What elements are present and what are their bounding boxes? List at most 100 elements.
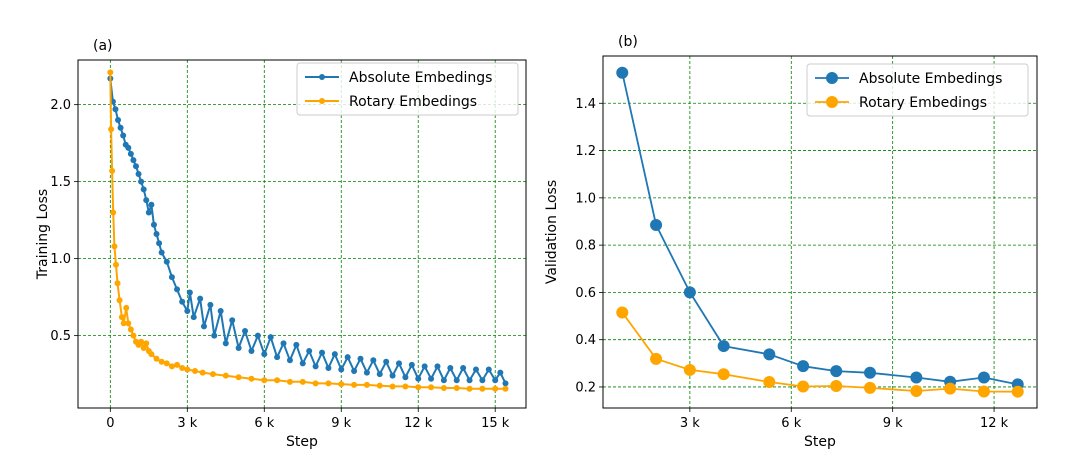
y-tick-label: 0.6 xyxy=(575,286,596,301)
data-point xyxy=(395,360,402,367)
data-point xyxy=(112,106,119,113)
x-tick-label: 0 xyxy=(106,416,114,431)
y-tick-label: 2.0 xyxy=(50,98,71,113)
y-tick-label: 1.2 xyxy=(575,144,596,159)
data-point xyxy=(299,378,306,385)
legend-label: Rotary Embedings xyxy=(349,94,477,110)
data-point xyxy=(351,381,358,388)
data-point xyxy=(158,358,165,365)
data-point xyxy=(115,117,122,124)
data-point xyxy=(168,274,175,281)
legend-item-absolute: Absolute Embedings xyxy=(815,71,1002,87)
data-point xyxy=(479,385,486,392)
series-line xyxy=(621,72,1018,386)
data-point xyxy=(864,366,877,379)
y-tick-label: 0.4 xyxy=(575,333,596,348)
data-point xyxy=(616,306,629,319)
data-point xyxy=(428,384,435,391)
data-point xyxy=(140,344,147,351)
y-tick-label: 1.5 xyxy=(50,175,71,190)
data-point xyxy=(650,219,663,232)
data-point xyxy=(331,351,338,358)
data-point xyxy=(261,351,268,358)
data-point xyxy=(977,371,990,384)
data-point xyxy=(502,385,509,392)
data-point xyxy=(351,368,358,375)
series-line xyxy=(109,72,506,390)
data-point xyxy=(274,354,281,361)
data-point xyxy=(1011,385,1024,398)
data-point xyxy=(408,361,415,368)
data-point xyxy=(325,364,332,371)
legend-label: Rotary Embedings xyxy=(859,95,987,111)
data-point xyxy=(117,124,124,131)
data-point xyxy=(200,323,207,330)
data-point xyxy=(209,371,216,378)
data-point xyxy=(357,355,364,362)
data-point xyxy=(338,366,345,373)
data-point xyxy=(111,243,118,250)
data-point xyxy=(125,144,132,151)
data-point xyxy=(184,366,191,373)
panel-b: 3 k 6 k 9 k 12 k 0.2 0.4 0.6 0.8 1.0 1.2 1.4 (b) Ste… xyxy=(544,34,1038,450)
data-point xyxy=(140,186,147,193)
data-point xyxy=(190,314,197,321)
series-rotary xyxy=(616,306,1024,398)
y-tick-label: 1.0 xyxy=(50,252,71,267)
x-tick-label: 9 k xyxy=(883,416,903,431)
panel-a: 0 3 k 6 k 9 k 12 k 15 k 0.5 1.0 1.5 2.0 (a) Step Tra… xyxy=(35,38,527,450)
data-point xyxy=(650,352,663,365)
data-point xyxy=(130,332,137,339)
x-axis-label: Step xyxy=(804,434,836,450)
x-tick-label: 3 k xyxy=(177,416,197,431)
y-axis-label: Validation Loss xyxy=(544,180,560,284)
data-point xyxy=(207,301,214,308)
legend-label: Absolute Embedings xyxy=(859,71,1002,87)
data-point xyxy=(179,298,186,305)
data-point xyxy=(143,197,150,204)
data-point xyxy=(344,354,351,361)
data-point xyxy=(497,369,504,376)
legend-label: Absolute Embedings xyxy=(349,70,492,86)
data-point xyxy=(402,374,409,381)
data-point xyxy=(421,363,428,370)
data-point xyxy=(683,363,696,376)
data-point xyxy=(460,364,467,371)
data-point xyxy=(453,377,460,384)
data-point xyxy=(415,375,422,382)
data-point xyxy=(830,380,843,393)
data-point xyxy=(145,209,152,216)
data-point xyxy=(135,170,142,177)
legend-item-absolute: Absolute Embedings xyxy=(305,70,492,86)
data-point xyxy=(363,381,370,388)
data-point xyxy=(148,201,155,208)
data-point xyxy=(127,150,134,157)
legend-marker xyxy=(826,96,838,108)
x-tick-label: 12 k xyxy=(404,416,433,431)
data-point xyxy=(197,295,204,302)
data-point xyxy=(229,317,236,324)
axes-frame xyxy=(77,59,527,409)
legend-item-rotary: Rotary Embedings xyxy=(815,95,987,111)
legend-item-rotary: Rotary Embedings xyxy=(305,94,477,110)
data-point xyxy=(402,383,409,390)
data-point xyxy=(389,383,396,390)
data-point xyxy=(479,377,486,384)
data-point xyxy=(797,360,810,373)
data-point xyxy=(440,377,447,384)
legend-marker xyxy=(319,74,325,80)
x-tick-label: 3 k xyxy=(680,416,700,431)
data-point xyxy=(261,377,268,384)
data-point xyxy=(163,360,170,367)
data-point xyxy=(864,381,877,394)
x-tick-label: 9 k xyxy=(331,416,351,431)
data-point xyxy=(186,289,193,296)
legend-box xyxy=(806,63,1029,117)
data-point xyxy=(293,341,300,348)
legend: Absolute Embedings Rotary Embedings xyxy=(806,63,1029,117)
data-point xyxy=(174,286,181,293)
data-point xyxy=(110,209,117,216)
data-point xyxy=(127,326,134,333)
data-point xyxy=(109,167,116,174)
